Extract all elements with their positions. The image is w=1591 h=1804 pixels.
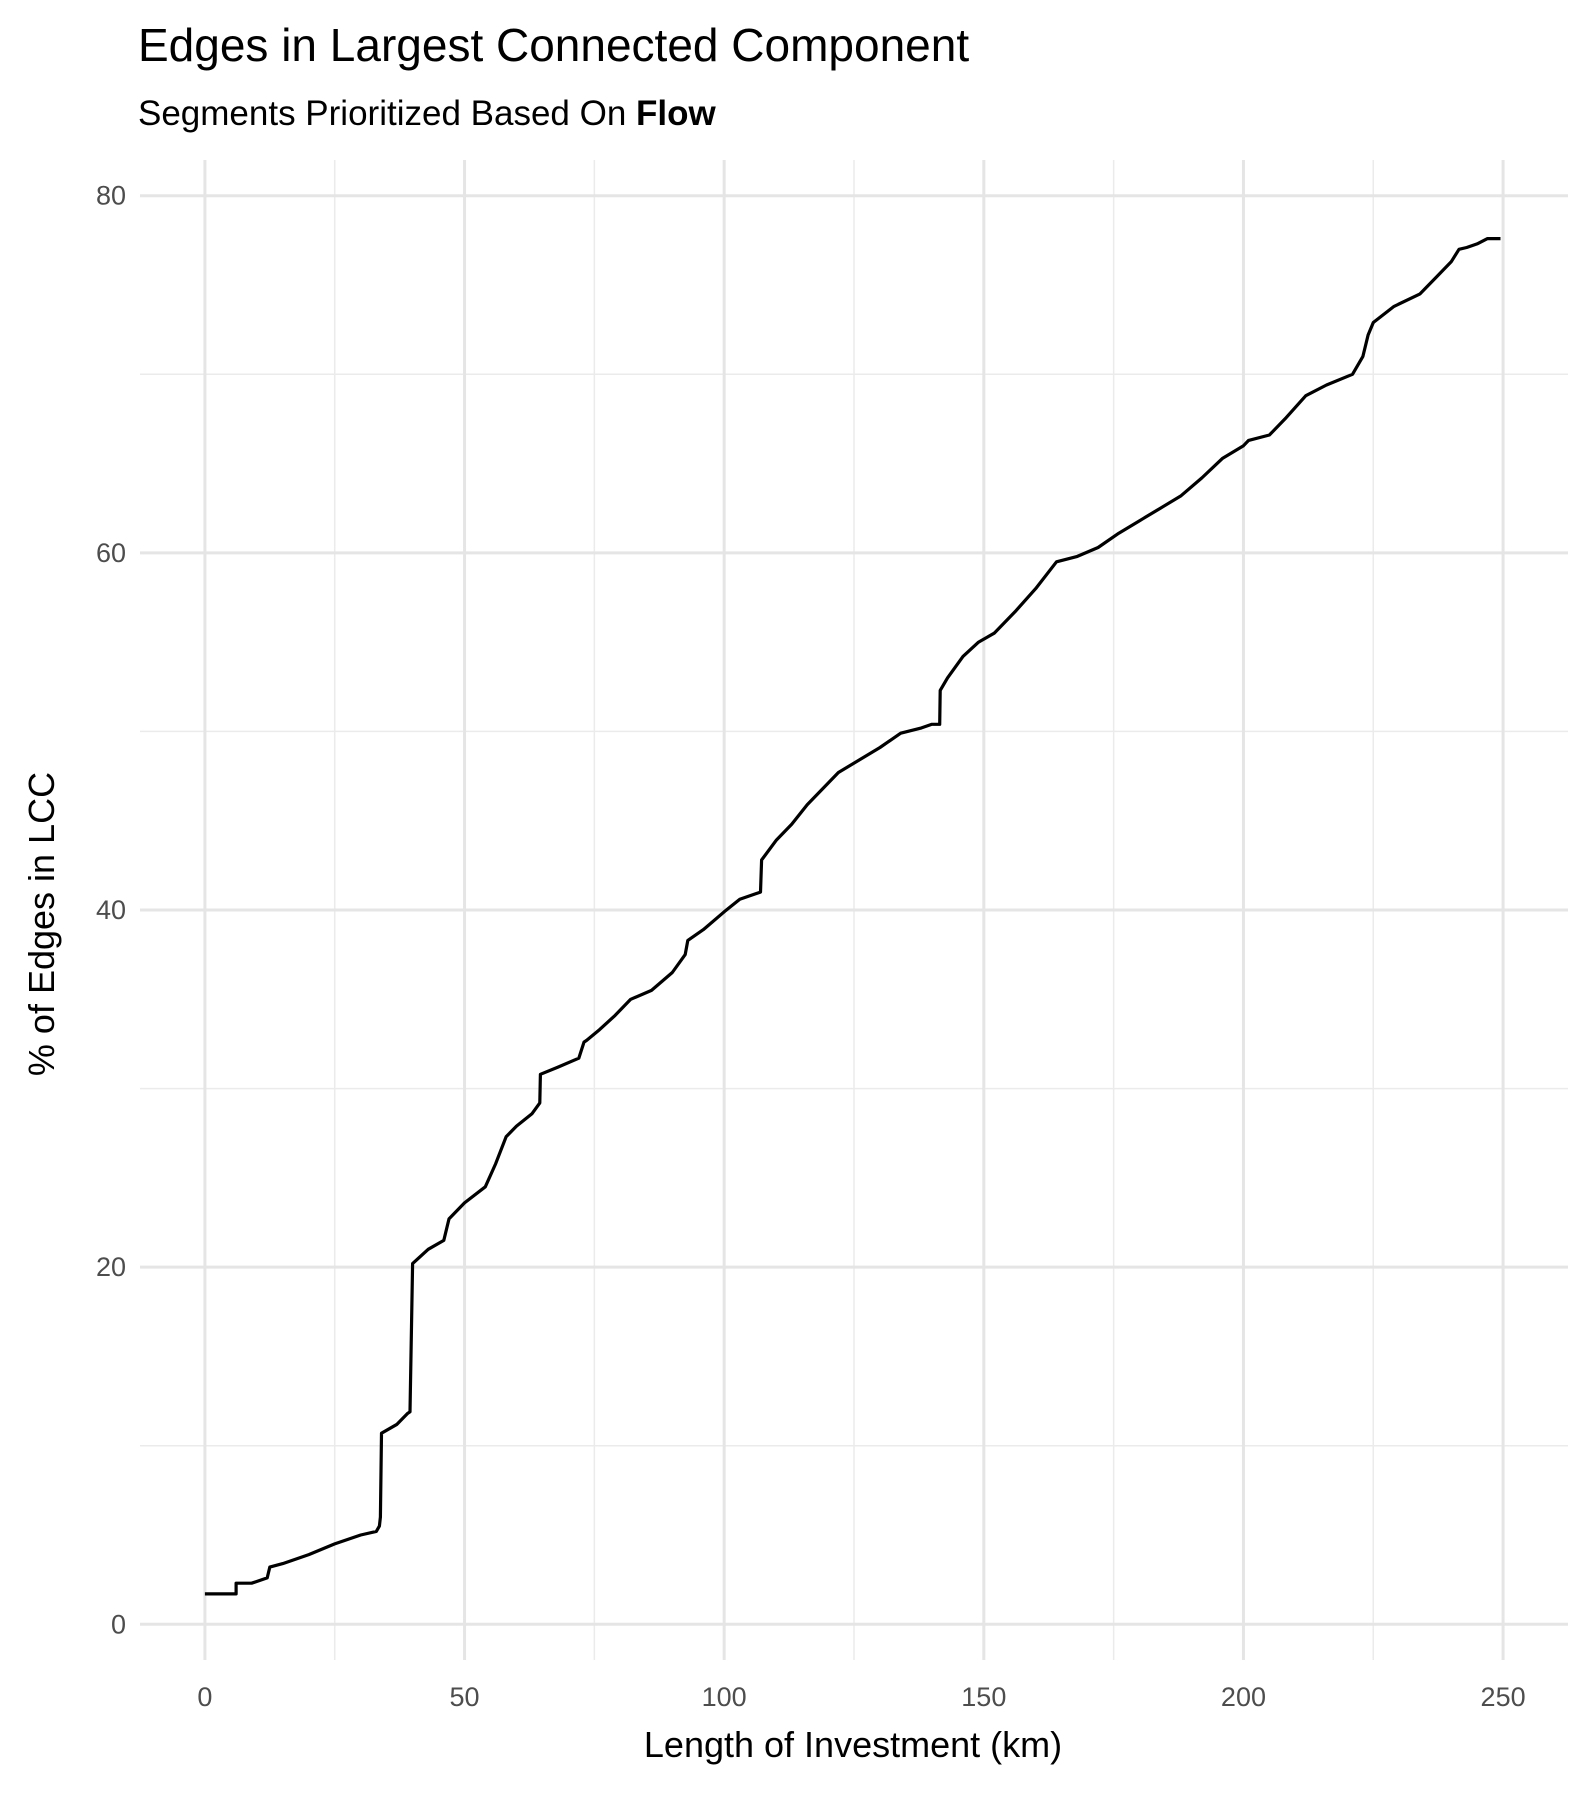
- y-tick-label: 0: [111, 1609, 126, 1639]
- y-axis-title: % of Edges in LCC: [21, 772, 62, 1076]
- x-tick-label: 250: [1481, 1682, 1526, 1712]
- chart-title: Edges in Largest Connected Component: [138, 19, 970, 71]
- x-tick-label: 100: [702, 1682, 747, 1712]
- y-tick-label: 60: [96, 538, 126, 568]
- series-group: [204, 237, 1501, 1596]
- chart-subtitle: Segments Prioritized Based On Flow: [138, 94, 716, 134]
- y-tick-label: 40: [96, 895, 126, 925]
- y-tick-labels: 0 20 40 60 80: [96, 181, 126, 1640]
- x-tick-label: 0: [197, 1682, 212, 1712]
- series-line: [204, 237, 1501, 1596]
- major-gridlines: [140, 160, 1568, 1660]
- y-tick-label: 20: [96, 1252, 126, 1282]
- x-tick-label: 150: [961, 1682, 1006, 1712]
- x-tick-label: 200: [1221, 1682, 1266, 1712]
- x-tick-label: 50: [450, 1682, 480, 1712]
- x-axis-title: Length of Investment (km): [644, 1724, 1062, 1765]
- y-tick-label: 80: [96, 181, 126, 211]
- subtitle-prefix: Segments Prioritized Based On: [138, 94, 637, 133]
- x-tick-labels: 0 50 100 150 200 250: [197, 1682, 1525, 1712]
- subtitle-emphasis: Flow: [636, 94, 716, 133]
